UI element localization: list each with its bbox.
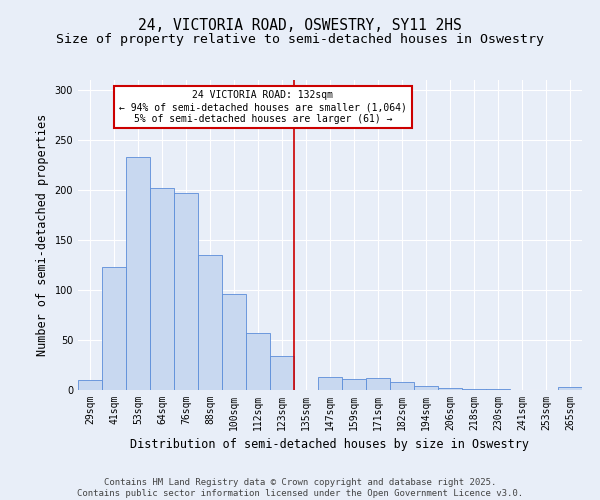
X-axis label: Distribution of semi-detached houses by size in Oswestry: Distribution of semi-detached houses by … [131,438,530,452]
Bar [270,356,294,390]
Text: Contains HM Land Registry data © Crown copyright and database right 2025.
Contai: Contains HM Land Registry data © Crown c… [77,478,523,498]
Bar [222,294,246,390]
Bar [198,255,222,390]
Text: 24 VICTORIA ROAD: 132sqm
← 94% of semi-detached houses are smaller (1,064)
5% of: 24 VICTORIA ROAD: 132sqm ← 94% of semi-d… [119,90,407,124]
Bar [486,389,510,390]
Text: 24, VICTORIA ROAD, OSWESTRY, SY11 2HS: 24, VICTORIA ROAD, OSWESTRY, SY11 2HS [138,18,462,32]
Bar [318,377,342,390]
Bar [126,157,150,390]
Bar [102,267,126,390]
Bar [246,333,270,390]
Bar [558,387,582,390]
Text: Size of property relative to semi-detached houses in Oswestry: Size of property relative to semi-detach… [56,32,544,46]
Bar [342,379,366,390]
Bar [150,188,174,390]
Bar [438,388,462,390]
Bar [174,193,198,390]
Bar [78,380,102,390]
Bar [366,378,390,390]
Bar [414,386,438,390]
Bar [462,389,486,390]
Bar [390,382,414,390]
Y-axis label: Number of semi-detached properties: Number of semi-detached properties [36,114,49,356]
